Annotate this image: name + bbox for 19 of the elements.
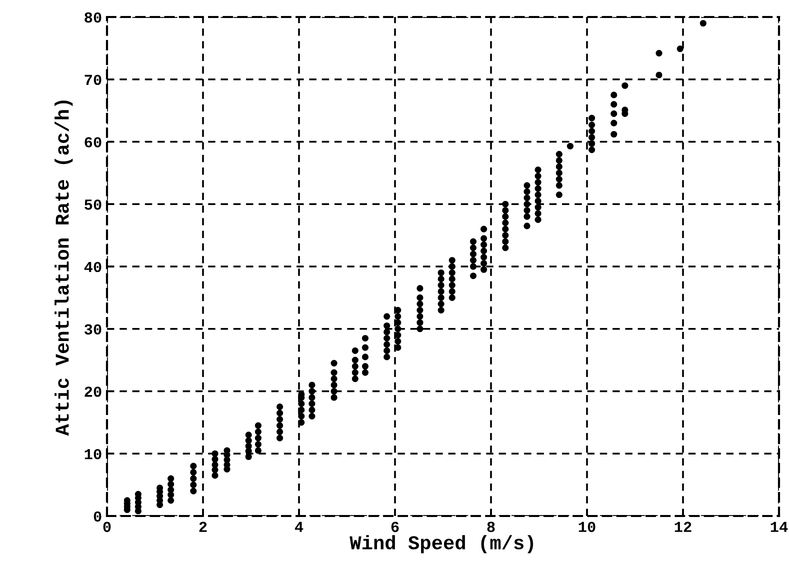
x-tick-label: 2	[199, 522, 207, 532]
x-tick-label: 10	[578, 522, 596, 532]
x-tick-label: 14	[770, 522, 788, 532]
y-tick-label: 50	[84, 199, 102, 210]
y-tick-label: 70	[84, 74, 102, 86]
x-tick-label: 4	[294, 522, 304, 532]
y-tick-label: 80	[84, 12, 102, 23]
y-tick-label: 10	[84, 448, 102, 460]
y-tick-label: 20	[84, 386, 102, 397]
y-tick-label: 0	[94, 511, 102, 522]
x-tick-label: 6	[391, 522, 399, 532]
y-tick-label: 60	[84, 137, 102, 148]
x-tick-label: 12	[674, 522, 692, 532]
x-tick-label: 8	[487, 522, 495, 532]
x-axis-title: Wind Speed (m/s)	[350, 535, 534, 554]
y-tick-label: 30	[84, 324, 102, 335]
y-axis-title: Attic Ventilation Rate (ac/h)	[54, 100, 73, 436]
x-tick-label: 0	[103, 522, 111, 532]
y-tick-label: 40	[84, 262, 102, 272]
